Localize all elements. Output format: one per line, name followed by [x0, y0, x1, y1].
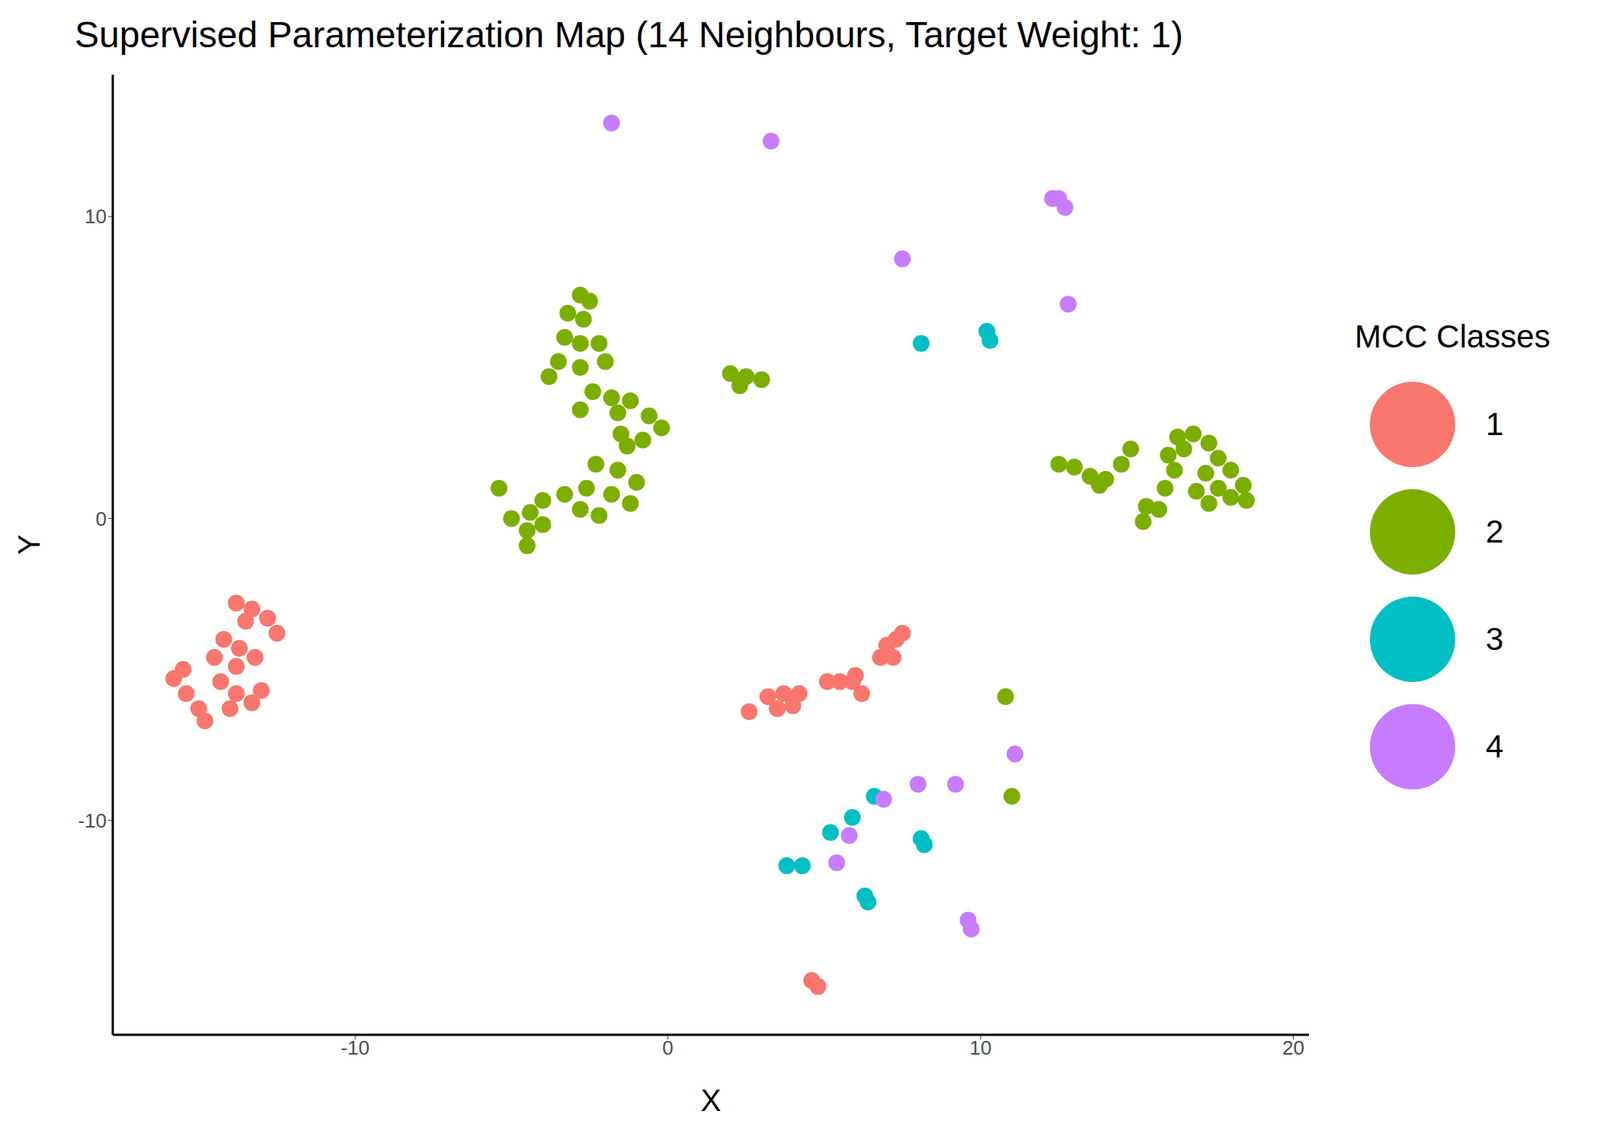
html-text:1: 1	[1485, 405, 1504, 442]
html-text:2: 2	[1485, 513, 1504, 549]
svg-text:0: 0	[662, 1036, 673, 1060]
html-text:3: 3	[1485, 620, 1504, 657]
svg-text:-10: -10	[77, 809, 107, 832]
svg-text:0: 0	[96, 507, 107, 531]
svg-text:10: 10	[969, 1036, 992, 1060]
html-text:Supervised Parameterization Ma: Supervised Parameterization Map (14 Neig…	[74, 14, 1184, 55]
svg-text:X: X	[700, 1083, 722, 1117]
svg-text:10: 10	[84, 204, 107, 228]
html-text:4: 4	[1485, 728, 1504, 764]
svg-text:Y: Y	[12, 534, 46, 555]
svg-text:-10: -10	[340, 1036, 370, 1060]
html-text:MCC Classes: MCC Classes	[1354, 318, 1551, 355]
svg-text:20: 20	[1282, 1036, 1305, 1060]
